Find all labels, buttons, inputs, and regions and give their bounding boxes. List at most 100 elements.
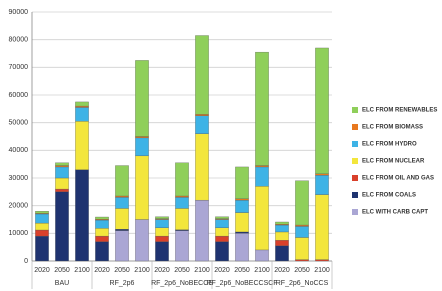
bar-segment <box>275 245 289 262</box>
bar-segment <box>215 216 229 219</box>
bar-segment <box>95 235 109 242</box>
legend-swatch <box>352 175 358 181</box>
bar-segment <box>35 229 49 237</box>
legend-swatch <box>352 124 358 130</box>
bar-segment <box>135 219 149 262</box>
group-label: RF_2p6_NoBECCSCF <box>206 280 277 287</box>
x-tick-label: 2020 <box>154 267 170 274</box>
y-tick-label: 30000 <box>9 175 29 182</box>
bar-segment <box>255 165 269 168</box>
bar-segment <box>275 224 289 233</box>
bar-segment <box>175 195 189 198</box>
bar-segment <box>95 228 109 237</box>
bar-segment <box>235 199 249 213</box>
y-tick-label: 80000 <box>9 37 29 44</box>
bar-segment <box>155 235 169 242</box>
bar-segment <box>315 47 329 174</box>
bar-segment <box>155 241 169 262</box>
bar-segment <box>195 115 209 134</box>
legend-label: ELC FROM OIL AND GAS <box>362 176 434 182</box>
x-tick-label: 2020 <box>274 267 290 274</box>
y-tick-label: 0 <box>24 258 28 265</box>
bar-segment <box>255 249 269 262</box>
bar-segment <box>295 180 309 226</box>
bar-segment <box>135 137 149 157</box>
legend-swatch <box>352 158 358 164</box>
bar-segment <box>315 194 329 260</box>
bar-segment <box>255 51 269 166</box>
bar-segment <box>55 162 69 166</box>
x-tick-label: 2020 <box>214 267 230 274</box>
bar-segment <box>275 221 289 225</box>
legend-label: ELC FROM COALS <box>362 193 416 199</box>
y-tick-label: 20000 <box>9 203 29 210</box>
bar-segment <box>115 230 129 262</box>
x-tick-label: 2020 <box>94 267 110 274</box>
bar-segment <box>235 166 249 199</box>
bar-segment <box>315 259 329 262</box>
bar-segment <box>115 208 129 230</box>
legend-label: ELC FROM RENEWABLES <box>362 108 437 114</box>
legend: ELC WITH CARB CAPT ELC FROM COALS ELC FROM… <box>352 107 437 216</box>
bar-segment <box>255 186 269 251</box>
x-tick-label: 2100 <box>194 267 210 274</box>
bar-segment <box>275 240 289 246</box>
y-tick-label: 70000 <box>9 64 29 71</box>
x-tick-label: 2100 <box>254 267 270 274</box>
bar-segment <box>315 173 329 176</box>
bar-segment <box>175 162 189 197</box>
bar-segment <box>75 107 89 122</box>
x-tick-label: 2050 <box>174 267 190 274</box>
group-label: BAU <box>55 280 69 287</box>
bar-segment <box>175 208 189 230</box>
bar-segment <box>175 197 189 209</box>
legend-swatch <box>352 209 358 215</box>
bar-segment <box>35 213 49 224</box>
bar-segment <box>295 226 309 238</box>
bar-segment <box>75 101 89 107</box>
bar-segment <box>75 121 89 170</box>
bar-segment <box>155 219 169 228</box>
bar-segment <box>55 191 69 262</box>
group-label: RF_2p6_NoCCS <box>276 280 329 287</box>
bar-segment <box>55 177 69 190</box>
bar-segment <box>215 219 229 228</box>
y-tick-label: 90000 <box>9 9 29 16</box>
bar-segment <box>295 224 309 227</box>
bar-segment <box>215 241 229 262</box>
bar-segment <box>295 259 309 262</box>
bar-segment <box>215 227 229 237</box>
legend-swatch <box>352 192 358 198</box>
bar-segment <box>95 219 109 229</box>
bar-segment <box>75 105 89 108</box>
bar-segment <box>235 233 249 262</box>
x-tick-label: 2050 <box>234 267 250 274</box>
bar-segment <box>135 136 149 139</box>
bar-segment <box>235 231 249 234</box>
bar-segment <box>115 165 129 197</box>
bar-segment <box>115 195 129 198</box>
bar-segment <box>135 60 149 137</box>
bar-segment <box>235 198 249 201</box>
bar-segment <box>315 175 329 195</box>
bar-segment <box>195 35 209 115</box>
x-tick-label: 2020 <box>34 267 50 274</box>
bar-segment <box>35 222 49 231</box>
legend-swatch <box>352 107 358 113</box>
bar-segment <box>55 166 69 179</box>
x-tick-label: 2050 <box>294 267 310 274</box>
x-tick-label: 2100 <box>134 267 150 274</box>
bar-segment <box>95 216 109 220</box>
bar-segment <box>115 229 129 231</box>
y-tick-label: 40000 <box>9 147 29 154</box>
bar-segment <box>235 212 249 233</box>
group-label: RF_2p6_NoBECCS <box>151 280 213 287</box>
x-tick-label: 2100 <box>314 267 330 274</box>
bar-segment <box>155 216 169 219</box>
bar-segment <box>195 199 209 262</box>
legend-label: ELC WITH CARB CAPT <box>362 210 428 216</box>
bar-segment <box>275 231 289 241</box>
bar-segment <box>115 197 129 209</box>
